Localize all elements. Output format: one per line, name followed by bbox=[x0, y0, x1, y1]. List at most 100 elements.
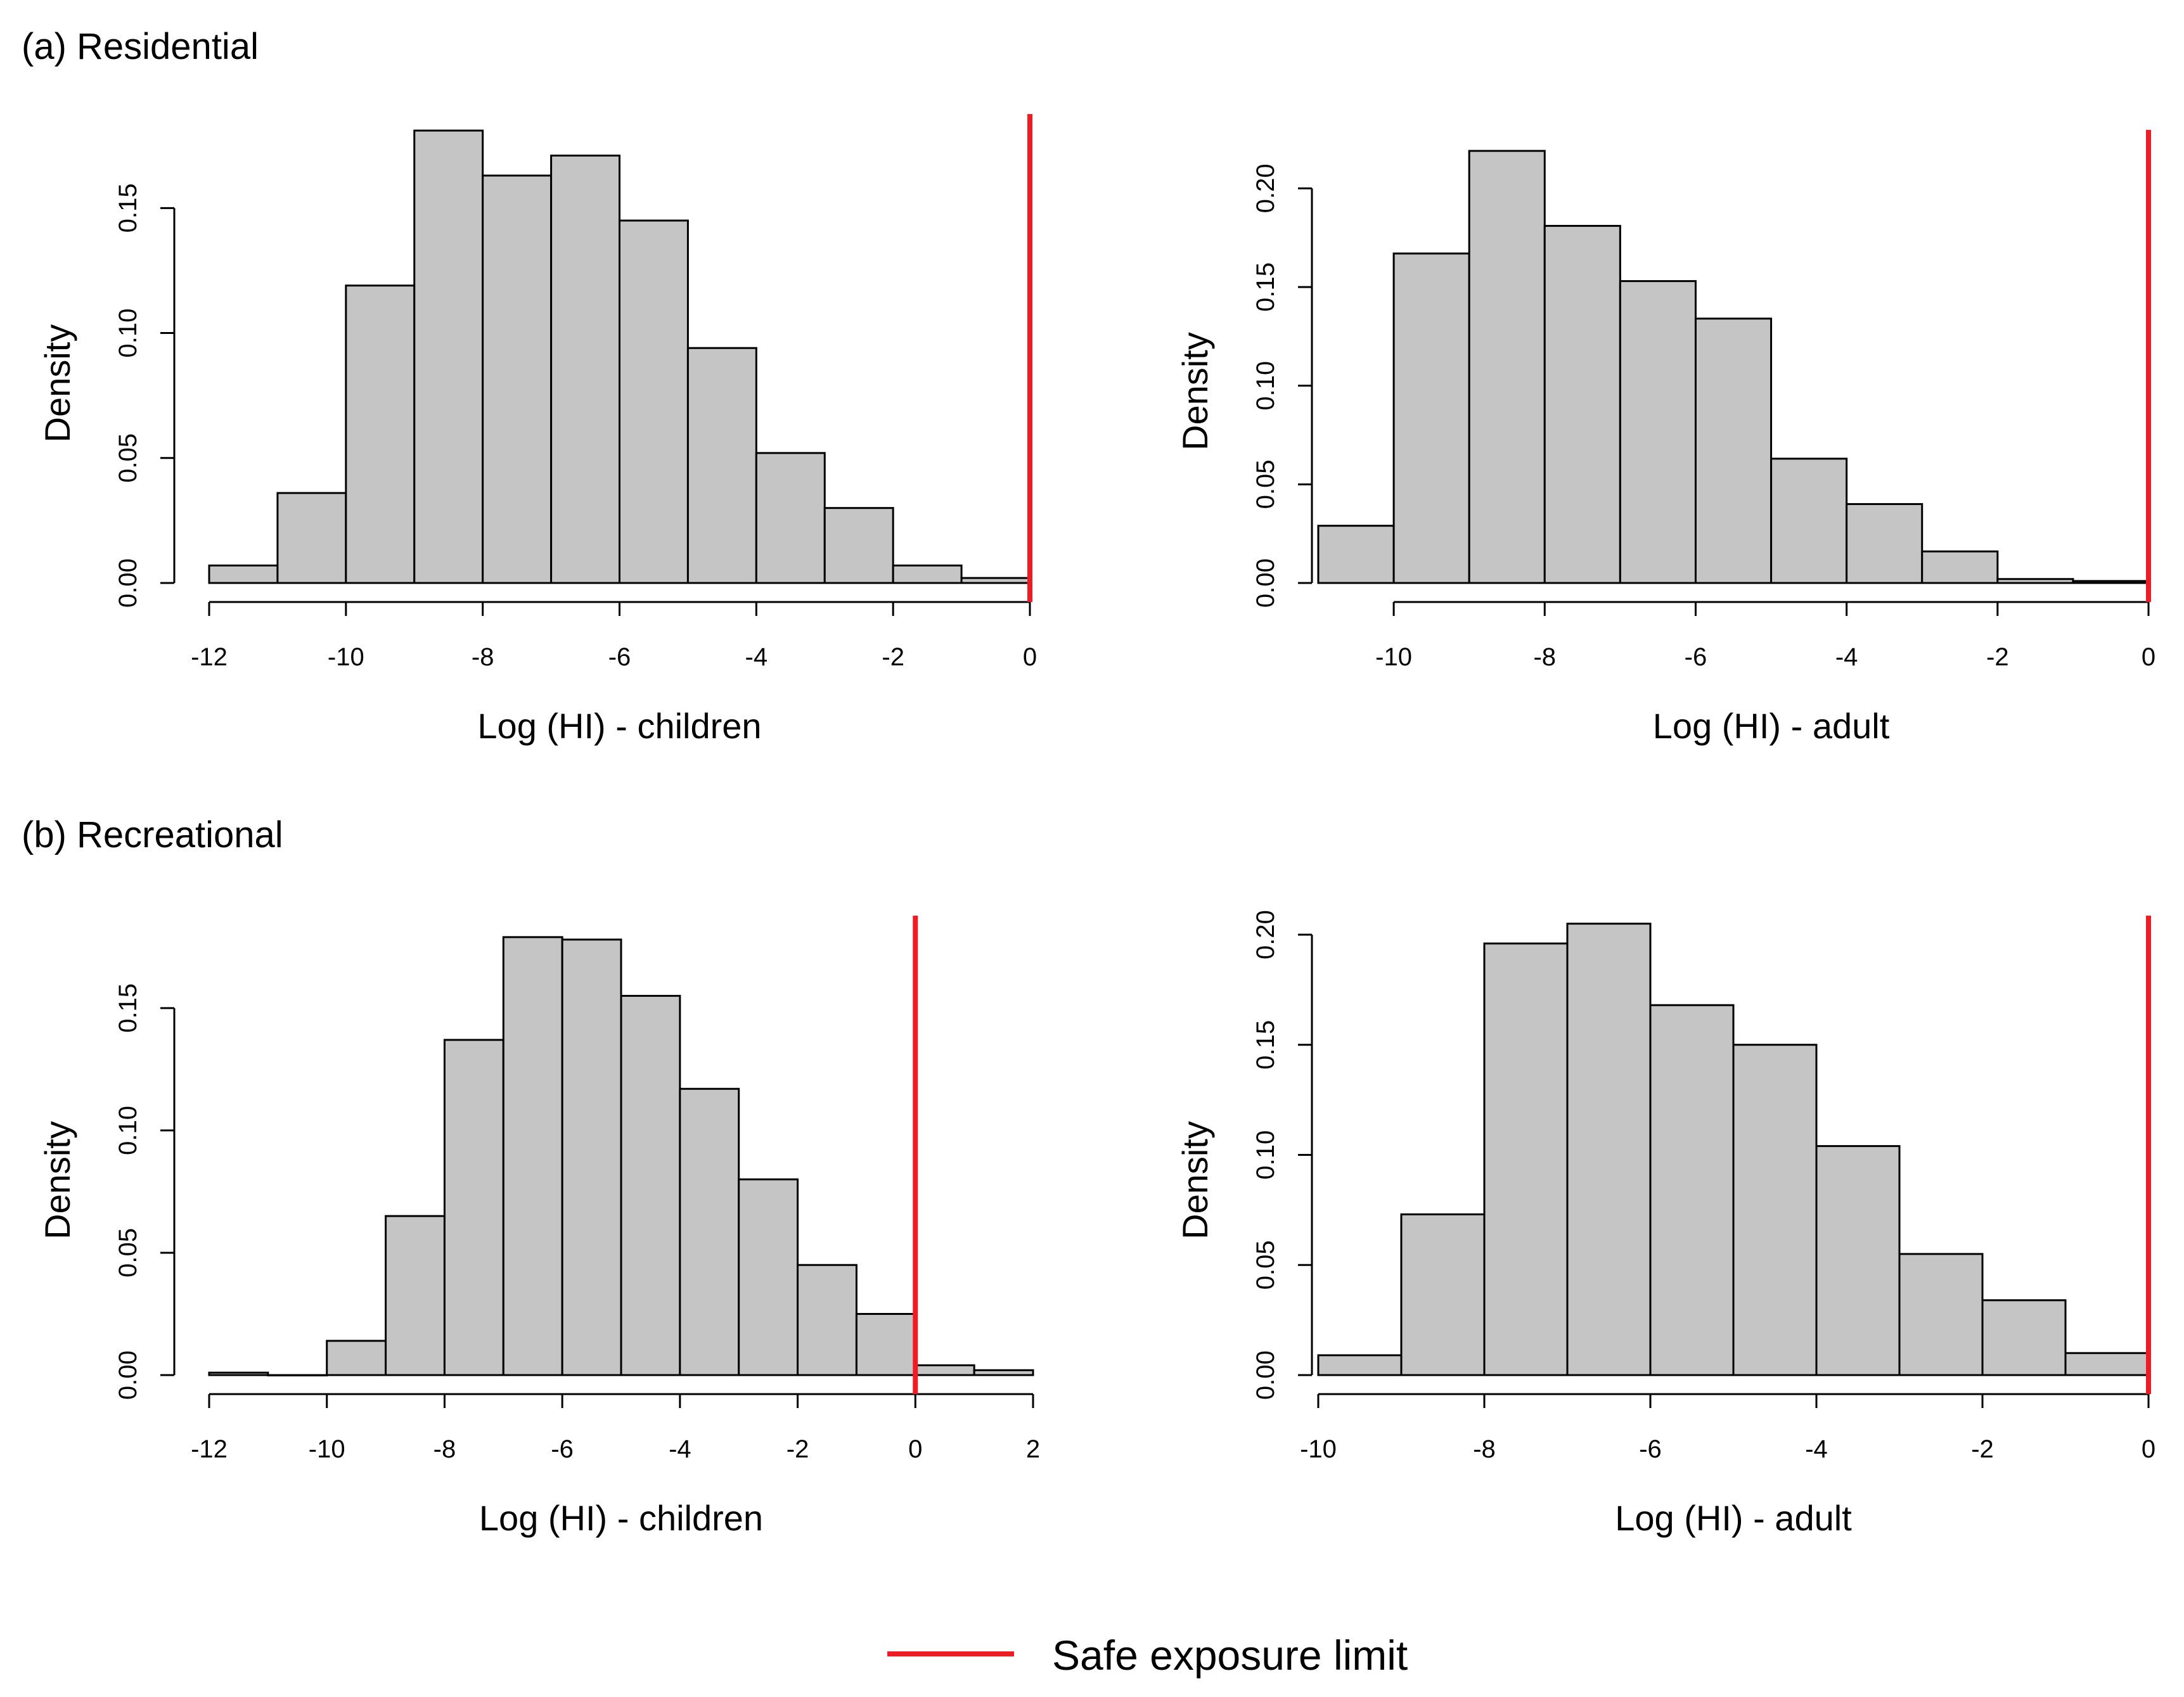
histogram-bar bbox=[823, 507, 894, 584]
histogram-bar bbox=[855, 1312, 916, 1376]
y-tick-label: 0.05 bbox=[1252, 1240, 1280, 1290]
histogram-bar bbox=[1694, 317, 1773, 584]
x-tick-label: -2 bbox=[1986, 643, 2009, 671]
histogram-bar bbox=[755, 452, 826, 584]
histogram-recreational-children: -12 -10 -8 -6 -4 -2 0 2 0.00 0.05 0.10 0.15 Log (HI)… bbox=[0, 887, 1090, 1584]
x-axis-label: Log (HI) - adult bbox=[1653, 706, 1890, 746]
histogram-bar bbox=[208, 1371, 269, 1376]
histogram-bar bbox=[413, 129, 484, 584]
y-tick-label: 0.15 bbox=[114, 183, 142, 233]
x-tick-label: -6 bbox=[1685, 643, 1707, 671]
histogram-bar bbox=[276, 492, 347, 584]
x-tick-label: -6 bbox=[608, 643, 631, 671]
histogram-bar bbox=[619, 219, 689, 584]
histogram-bar bbox=[1543, 224, 1621, 584]
x-tick-label: -4 bbox=[745, 643, 768, 671]
histogram-bar bbox=[1898, 1253, 1984, 1376]
chart-svg: -12 -10 -8 -6 -4 -2 0 2 0.00 0.05 0.10 0.15 Log (HI)… bbox=[37, 916, 1040, 1538]
x-tick-label: -2 bbox=[882, 643, 904, 671]
x-tick-label: -8 bbox=[434, 1435, 456, 1463]
x-tick-label: -10 bbox=[1375, 643, 1412, 671]
x-tick-label: -10 bbox=[309, 1435, 345, 1463]
x-tick-label: -12 bbox=[191, 1435, 228, 1463]
histogram-bar bbox=[267, 1374, 328, 1376]
x-axis-label: Log (HI) - adult bbox=[1615, 1498, 1852, 1538]
x-tick-label: -8 bbox=[1533, 643, 1556, 671]
histogram-bar bbox=[1317, 1354, 1403, 1376]
y-axis-label: Density bbox=[1175, 332, 1215, 451]
histogram-bar bbox=[1619, 280, 1697, 584]
section-title-residential: (a) Residential bbox=[22, 25, 259, 68]
histogram-bar bbox=[345, 285, 416, 584]
x-tick-label: -12 bbox=[191, 643, 228, 671]
histogram-bar bbox=[620, 995, 681, 1376]
histogram-bar bbox=[914, 1364, 975, 1376]
histogram-recreational-adult: -10 -8 -6 -4 -2 0 0.00 0.05 0.10 0.15 0.20 Log (HI)… bbox=[1103, 887, 2184, 1584]
bars bbox=[208, 129, 1031, 584]
x-axis-label: Log (HI) - children bbox=[477, 706, 761, 746]
x-tick-label: -4 bbox=[1805, 1435, 1828, 1463]
x-tick-label: -4 bbox=[1835, 643, 1858, 671]
y-tick-label: 0.05 bbox=[114, 433, 142, 483]
bars bbox=[1317, 923, 2150, 1376]
y-tick-label: 0.05 bbox=[114, 1228, 142, 1278]
histogram-bar bbox=[1649, 1004, 1735, 1376]
y-tick-label: 0.20 bbox=[1252, 910, 1280, 959]
section-title-recreational: (b) Recreational bbox=[22, 814, 283, 856]
section-label: (a) bbox=[22, 26, 67, 67]
histogram-bar bbox=[1468, 150, 1546, 584]
y-tick-label: 0.20 bbox=[1252, 163, 1280, 213]
histogram-bar bbox=[973, 1369, 1034, 1376]
x-tick-label: -2 bbox=[787, 1435, 809, 1463]
histogram-bar bbox=[1566, 923, 1652, 1376]
histogram-bar bbox=[1981, 1299, 2067, 1376]
x-tick-label: -10 bbox=[328, 643, 364, 671]
y-tick-label: 0.00 bbox=[1252, 1350, 1280, 1400]
y-tick-label: 0.05 bbox=[1252, 459, 1280, 509]
section-name: Recreational bbox=[77, 814, 283, 855]
histogram-bar bbox=[561, 938, 622, 1376]
y-tick-label: 0.00 bbox=[1252, 558, 1280, 608]
x-tick-label: -2 bbox=[1971, 1435, 1994, 1463]
histogram-bar bbox=[2064, 1352, 2150, 1376]
histogram-bar bbox=[1732, 1044, 1818, 1376]
histogram-residential-children: -12 -10 -8 -6 -4 -2 0 0.00 0.05 0.10 0.15 Log (HI) … bbox=[0, 95, 1090, 792]
histogram-bar bbox=[385, 1215, 446, 1376]
y-axis-label: Density bbox=[37, 324, 77, 443]
histogram-bar bbox=[1483, 942, 1569, 1376]
histogram-bar bbox=[482, 174, 553, 584]
histogram-bar bbox=[892, 564, 963, 584]
section-name: Residential bbox=[77, 26, 259, 67]
histogram-bar bbox=[1996, 578, 2074, 584]
y-tick-label: 0.10 bbox=[1252, 361, 1280, 411]
chart-svg: -10 -8 -6 -4 -2 0 0.00 0.05 0.10 0.15 0.20 Log (HI)… bbox=[1175, 130, 2155, 746]
x-tick-label: 0 bbox=[2142, 1435, 2155, 1463]
histogram-bar bbox=[2072, 580, 2150, 584]
histogram-bar bbox=[686, 347, 757, 584]
y-axis-label: Density bbox=[37, 1121, 77, 1239]
x-tick-label: 0 bbox=[908, 1435, 922, 1463]
x-axis-label: Log (HI) - children bbox=[479, 1498, 763, 1538]
x-tick-label: -6 bbox=[551, 1435, 574, 1463]
histogram-bar bbox=[1815, 1145, 1901, 1376]
bars bbox=[1317, 150, 2150, 584]
x-tick-label: 0 bbox=[2142, 643, 2155, 671]
legend-limit-line bbox=[887, 1651, 1014, 1656]
histogram-bar bbox=[679, 1087, 740, 1376]
histogram-residential-adult: -10 -8 -6 -4 -2 0 0.00 0.05 0.10 0.15 0.20 Log (HI)… bbox=[1103, 95, 2184, 792]
histogram-bar bbox=[1846, 503, 1924, 584]
bars bbox=[208, 936, 1034, 1376]
x-tick-label: -8 bbox=[1473, 1435, 1496, 1463]
legend-label: Safe exposure limit bbox=[1052, 1632, 1408, 1679]
x-tick-label: -4 bbox=[669, 1435, 691, 1463]
histogram-bar bbox=[326, 1340, 387, 1376]
y-tick-label: 0.10 bbox=[114, 309, 142, 358]
histogram-bar bbox=[738, 1178, 799, 1376]
y-tick-label: 0.15 bbox=[114, 983, 142, 1033]
y-tick-label: 0.15 bbox=[1252, 1020, 1280, 1070]
x-tick-label: -10 bbox=[1300, 1435, 1337, 1463]
y-axis-label: Density bbox=[1175, 1121, 1215, 1239]
histogram-bar bbox=[960, 577, 1031, 584]
histogram-bar bbox=[797, 1264, 858, 1376]
